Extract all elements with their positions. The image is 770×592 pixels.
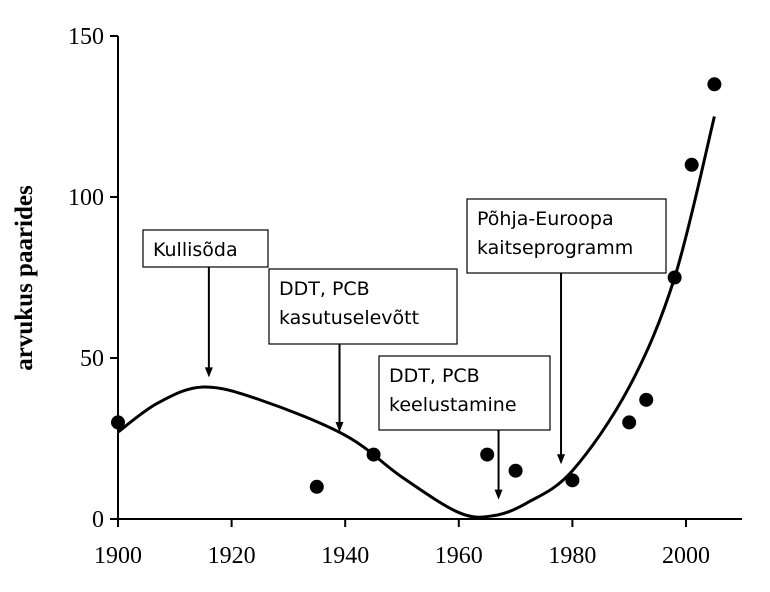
data-point bbox=[622, 415, 637, 430]
x-tick-label: 1940 bbox=[321, 543, 369, 569]
x-tick-label: 1920 bbox=[208, 543, 256, 569]
arrow-head-icon bbox=[494, 489, 503, 500]
annotation-text: DDT, PCB bbox=[279, 278, 370, 300]
data-point bbox=[684, 157, 699, 172]
data-point bbox=[111, 415, 125, 430]
annotation-text: Põhja-Euroopa bbox=[477, 208, 614, 230]
annotation-box bbox=[142, 229, 269, 268]
arrow-head-icon bbox=[204, 367, 213, 378]
annotation-text: DDT, PCB bbox=[389, 365, 480, 387]
annotation: Põhja-Euroopa kaitseprogramm bbox=[466, 198, 667, 465]
y-tick-label: 0 bbox=[92, 507, 104, 533]
y-tick-label: 50 bbox=[80, 346, 104, 372]
annotation-text: Kullisõda bbox=[153, 239, 238, 261]
y-tick-label: 150 bbox=[68, 24, 104, 50]
data-point bbox=[707, 77, 722, 92]
axes: 1900 1920 1940 1960 1980 2000 0 50 100 150 bbox=[68, 24, 742, 569]
data-point bbox=[639, 392, 654, 407]
annotation: DDT, PCB keelustamine bbox=[378, 355, 551, 500]
trend-line bbox=[117, 116, 716, 519]
x-tick-label: 1960 bbox=[435, 543, 483, 569]
annotations: Kullisõda DDT, PCB kasutuselevõtt DDT, PCB k… bbox=[142, 198, 667, 500]
data-point bbox=[480, 447, 495, 462]
data-point bbox=[565, 473, 580, 488]
annotation: Kullisõda bbox=[142, 229, 269, 378]
x-tick-label: 1980 bbox=[548, 543, 596, 569]
data-point bbox=[667, 270, 682, 285]
data-point bbox=[309, 479, 324, 494]
x-tick-label: 2000 bbox=[662, 543, 710, 569]
data-points bbox=[111, 77, 722, 494]
x-tick-label: 1900 bbox=[94, 543, 142, 569]
data-point bbox=[366, 447, 381, 462]
y-axis-label: arvukus paarides bbox=[11, 185, 38, 371]
trend-line-group bbox=[117, 116, 716, 519]
y-tick-label: 100 bbox=[68, 185, 104, 211]
annotation: DDT, PCB kasutuselevõtt bbox=[268, 268, 458, 433]
arrow-head-icon bbox=[335, 422, 344, 433]
annotation-box bbox=[378, 355, 551, 431]
annotation-text: kaitseprogramm bbox=[477, 237, 633, 259]
annotation-text: keelustamine bbox=[389, 394, 517, 416]
annotation-text: kasutuselevõtt bbox=[279, 307, 419, 329]
arrow-head-icon bbox=[557, 454, 566, 465]
annotation-box bbox=[268, 268, 458, 345]
data-point bbox=[508, 463, 523, 478]
annotation-box bbox=[466, 198, 667, 274]
